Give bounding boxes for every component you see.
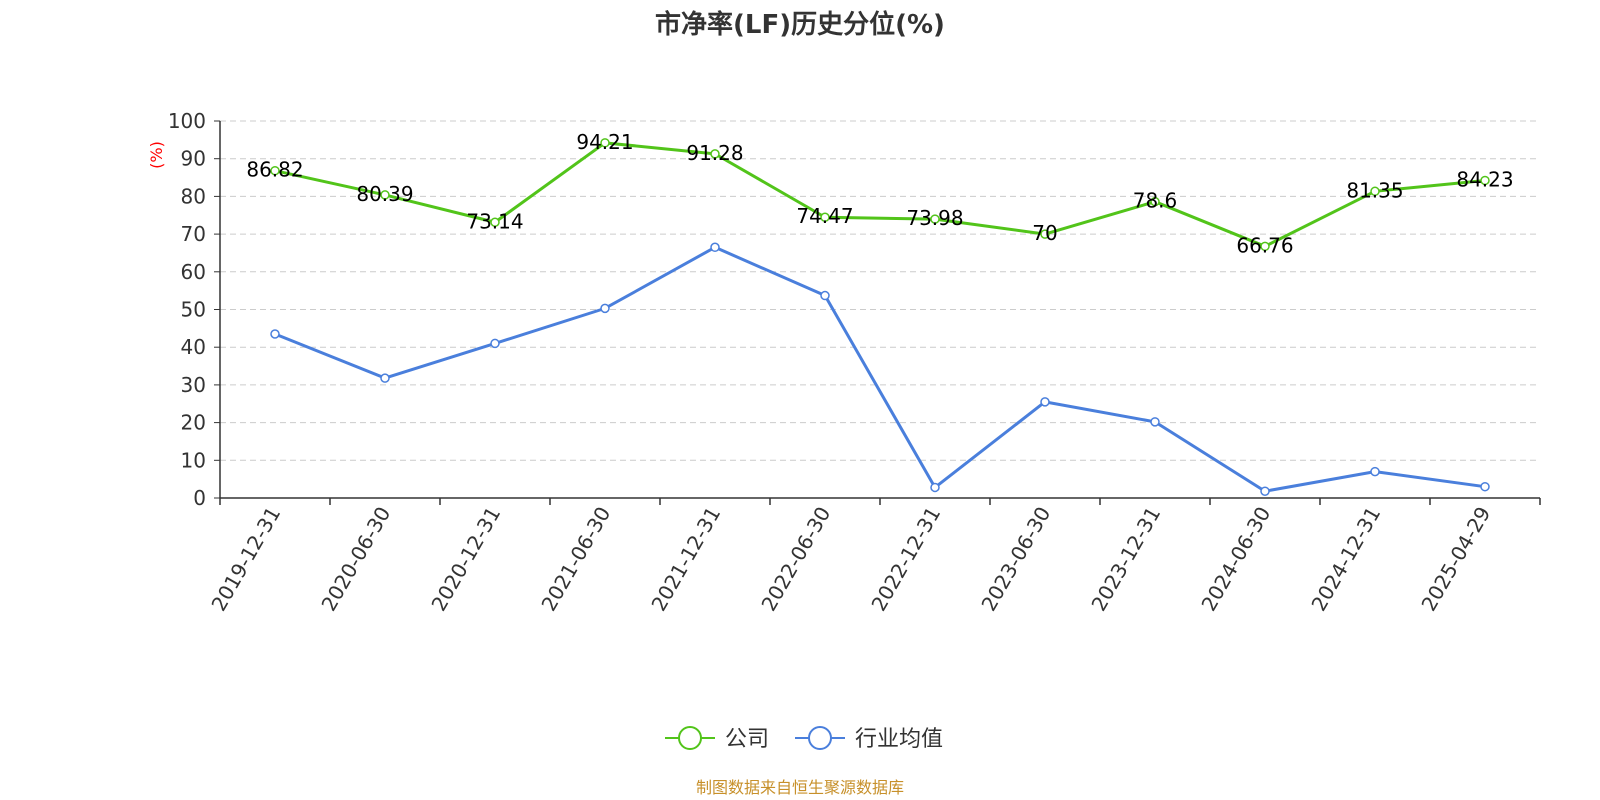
legend-item-0[interactable]: 公司 <box>665 726 769 752</box>
data-point <box>1370 466 1380 477</box>
data-label: 80.39 <box>356 182 413 206</box>
data-label: 74.47 <box>796 204 853 228</box>
series-points <box>270 138 1490 496</box>
data-label: 81.35 <box>1346 178 1403 202</box>
data-label: 66.76 <box>1236 233 1293 257</box>
x-tick-label: 2023-12-31 <box>1086 503 1165 616</box>
data-label: 86.82 <box>246 158 303 182</box>
legend[interactable]: 公司 行业均值 <box>665 726 943 752</box>
data-label: 84.23 <box>1456 167 1513 191</box>
y-tick-labels: 0 10 20 30 40 50 60 70 80 90 100 <box>168 109 206 510</box>
data-point <box>600 138 610 148</box>
x-tick-label: 2022-06-30 <box>756 503 835 616</box>
legend-marker <box>678 726 702 750</box>
y-tick-label: 60 <box>181 260 206 284</box>
legend-label: 公司 <box>725 727 769 752</box>
legend-item-1[interactable]: 行业均值 <box>795 726 943 752</box>
y-tick-label: 80 <box>181 184 206 208</box>
data-point <box>1260 486 1270 496</box>
y-tick-label: 10 <box>181 448 206 472</box>
x-tick-label: 2025-04-29 <box>1416 503 1495 616</box>
data-point <box>270 329 280 339</box>
x-tick-label: 2023-06-30 <box>976 503 1055 616</box>
y-tick-label: 90 <box>181 147 206 171</box>
data-point <box>1370 186 1380 197</box>
data-point <box>820 212 830 222</box>
x-tick-label: 2019-12-31 <box>206 503 285 616</box>
data-point <box>1260 241 1270 252</box>
y-tick-label: 40 <box>181 335 206 359</box>
data-point <box>600 303 610 314</box>
x-tick-label: 2020-12-31 <box>426 503 505 616</box>
data-label: 91.28 <box>686 141 743 165</box>
x-tick-label: 2020-06-30 <box>316 503 395 616</box>
grid <box>220 120 1540 461</box>
x-tick-labels: 2019-12-31 2020-06-30 2020-12-31 2021-06-30… <box>206 503 1495 616</box>
y-tick-label: 70 <box>181 222 206 246</box>
x-tick-label: 2021-12-31 <box>646 503 725 616</box>
y-tick-label: 20 <box>181 411 206 435</box>
data-label: 94.21 <box>576 130 633 154</box>
data-point <box>270 165 280 176</box>
axes <box>214 120 1541 505</box>
data-point <box>710 149 720 159</box>
data-point <box>380 373 390 383</box>
data-point <box>380 190 390 200</box>
data-point <box>1150 417 1160 427</box>
data-point <box>1480 481 1490 492</box>
data-label: 70 <box>1032 221 1057 245</box>
data-point <box>710 242 720 253</box>
chart-title: 市净率(LF)历史分位(%) <box>655 9 945 40</box>
data-point <box>930 214 940 224</box>
legend-marker <box>808 726 832 750</box>
data-point <box>490 338 500 349</box>
x-tick-label: 2024-12-31 <box>1306 503 1385 616</box>
legend-label: 行业均值 <box>855 727 943 752</box>
series-lines <box>274 141 1486 493</box>
source-note: 制图数据来自恒生聚源数据库 <box>696 778 904 797</box>
data-label: 73.98 <box>906 206 963 230</box>
series-line-0 <box>274 141 1486 248</box>
y-tick-label: 0 <box>193 486 206 510</box>
data-point <box>1040 229 1050 239</box>
y-axis-label: (%) <box>147 141 166 169</box>
data-point <box>490 217 500 228</box>
y-tick-label: 100 <box>168 109 206 133</box>
x-tick-label: 2022-12-31 <box>866 503 945 616</box>
y-tick-label: 50 <box>181 298 206 322</box>
y-tick-label: 30 <box>181 373 206 397</box>
x-tick-label: 2021-06-30 <box>536 503 615 616</box>
data-label: 73.14 <box>466 209 523 233</box>
data-label: 78.6 <box>1133 189 1178 213</box>
series-line-1 <box>274 245 1486 493</box>
data-point <box>820 290 830 301</box>
data-point <box>1150 196 1160 207</box>
data-labels: 86.82 80.39 73.14 94.21 91.28 74.47 73.98 70 78.… <box>246 130 1513 257</box>
data-point <box>930 482 940 493</box>
data-point <box>1040 397 1050 407</box>
data-point <box>1480 175 1490 186</box>
x-tick-label: 2024-06-30 <box>1196 503 1275 616</box>
